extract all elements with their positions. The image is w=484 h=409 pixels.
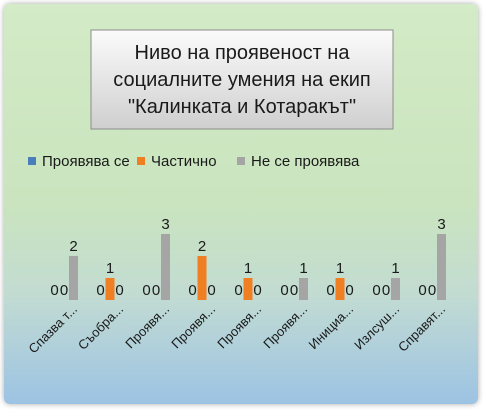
data-label-3-7: 0 — [345, 282, 353, 299]
bar-2-5 — [243, 278, 253, 300]
data-label-1-8: 0 — [372, 282, 380, 299]
data-label-2-7: 1 — [336, 260, 344, 277]
chart-legend: Проявява се Частично Не се проявява — [28, 153, 360, 170]
data-label-2-8: 0 — [382, 282, 390, 299]
chart-svg: Ниво на проявеност на социалните умения … — [4, 4, 478, 404]
chart-title-line-1: Ниво на проявеност на — [135, 42, 351, 64]
data-label-1-3: 0 — [142, 282, 150, 299]
data-label-3-5: 0 — [253, 282, 261, 299]
legend-label-1: Проявява се — [42, 153, 130, 170]
bar-3-9 — [437, 234, 446, 300]
data-label-2-6: 0 — [290, 282, 298, 299]
legend-swatch-2 — [137, 157, 145, 165]
data-label-3-3: 3 — [161, 216, 169, 233]
data-label-1-9: 0 — [418, 282, 426, 299]
data-label-2-2: 1 — [106, 260, 114, 277]
bar-2-7 — [335, 278, 345, 300]
bar-3-6 — [299, 278, 308, 300]
data-label-2-3: 0 — [152, 282, 160, 299]
chart-frame: Ниво на проявеност на социалните умения … — [4, 4, 478, 404]
chart-title: Ниво на проявеност на социалните умения … — [113, 42, 370, 118]
data-label-3-4: 0 — [207, 282, 215, 299]
bar-3-1 — [69, 256, 78, 300]
data-label-3-1: 2 — [69, 238, 77, 255]
bar-2-2 — [105, 278, 115, 300]
bar-2-4 — [197, 256, 207, 300]
bar-3-8 — [391, 278, 400, 300]
data-label-1-2: 0 — [96, 282, 104, 299]
bar-3-3 — [161, 234, 170, 300]
data-label-1-6: 0 — [280, 282, 288, 299]
legend-label-3: Не се проявява — [251, 153, 360, 170]
data-label-3-8: 1 — [391, 260, 399, 277]
chart-title-box — [90, 29, 394, 130]
data-label-3-2: 0 — [115, 282, 123, 299]
data-label-2-1: 0 — [60, 282, 68, 299]
legend-swatch-1 — [28, 157, 36, 165]
chart-title-line-2: социалните умения на екип — [113, 69, 370, 91]
data-label-2-4: 2 — [198, 238, 206, 255]
data-label-2-9: 0 — [428, 282, 436, 299]
data-label-1-1: 0 — [50, 282, 58, 299]
data-label-1-5: 0 — [234, 282, 242, 299]
legend-label-2: Частично — [151, 153, 217, 170]
data-label-2-5: 1 — [244, 260, 252, 277]
data-label-1-7: 0 — [326, 282, 334, 299]
data-label-1-4: 0 — [188, 282, 196, 299]
chart-title-line-3: "Калинката и Котаракът" — [128, 96, 356, 118]
legend-swatch-3 — [237, 157, 245, 165]
data-label-3-6: 1 — [299, 260, 307, 277]
data-label-3-9: 3 — [437, 216, 445, 233]
